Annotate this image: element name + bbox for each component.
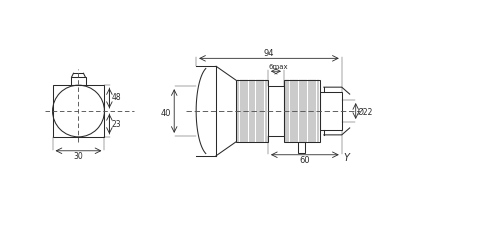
Text: Y: Y: [344, 152, 349, 162]
Text: 94: 94: [264, 49, 274, 58]
Bar: [320, 93, 342, 130]
Text: 6max: 6max: [269, 64, 288, 70]
Bar: [236, 81, 268, 142]
Bar: [284, 81, 320, 142]
Text: Ø22: Ø22: [358, 108, 373, 117]
Text: 23: 23: [112, 120, 121, 129]
Bar: [70, 78, 86, 86]
Bar: [268, 87, 284, 136]
Text: 30: 30: [74, 151, 83, 160]
Bar: [52, 86, 104, 137]
Text: 60: 60: [300, 155, 310, 164]
Bar: [298, 142, 306, 153]
Text: 40: 40: [160, 109, 171, 117]
Text: 48: 48: [112, 92, 121, 101]
